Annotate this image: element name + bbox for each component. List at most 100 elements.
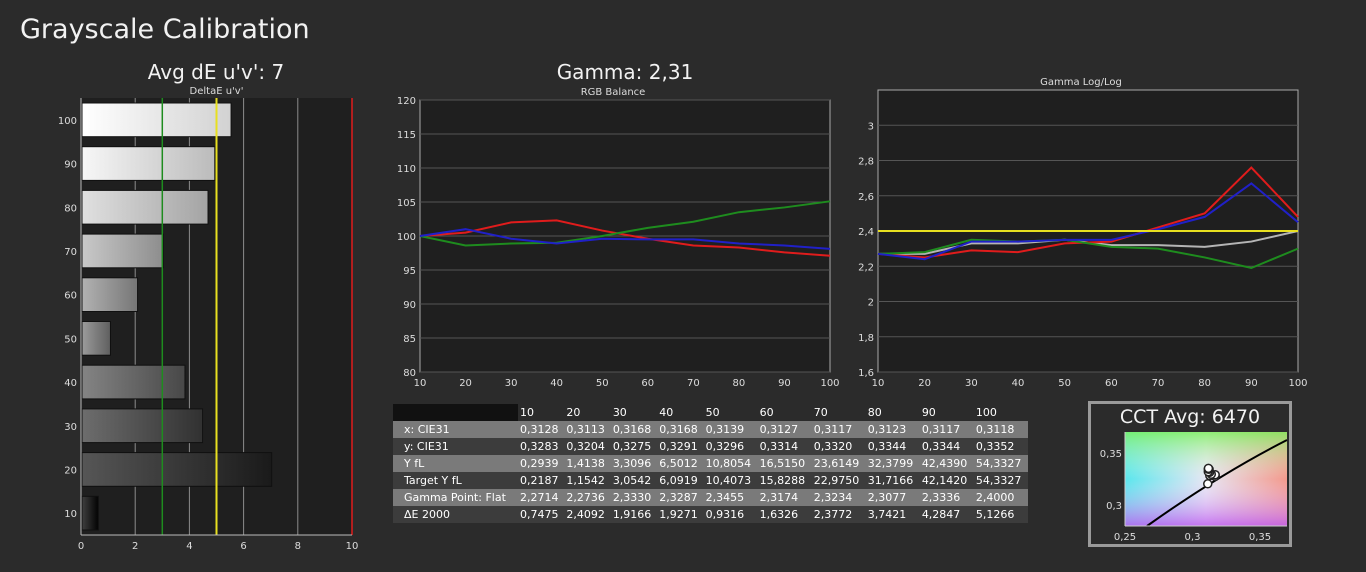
rgb-balance-subtitle: RGB Balance (581, 87, 646, 98)
table-cell: 0,3113 (566, 423, 605, 436)
x-tick-label: 90 (1245, 378, 1258, 388)
y-tick-label: 115 (397, 130, 416, 141)
table-cell: 0,3320 (813, 440, 853, 453)
table-row-label: ΔE 2000 (404, 508, 450, 521)
table-cell: 2,4092 (566, 508, 605, 521)
table-cell: 23,6149 (813, 457, 860, 470)
table-cell: 3,0542 (612, 474, 652, 487)
deltae-bar (81, 408, 204, 444)
rgb-balance-chart: RGB Balance 80 85 90 95 100 105 110 115 120 10 20 30… (397, 87, 840, 389)
table-cell: 6,5012 (659, 457, 698, 470)
table-cell: 0,3117 (813, 423, 853, 436)
table-cell: 2,2736 (566, 491, 605, 504)
table-header-cell: 60 (759, 406, 774, 419)
deltae-bar (81, 321, 111, 356)
table-cell: 1,1542 (566, 474, 605, 487)
y-tick-label: 2 (868, 298, 874, 309)
y-tick-label: 100 (397, 232, 416, 243)
deltae-bar (81, 364, 186, 400)
table-header-cell: 90 (921, 406, 936, 419)
x-tick-label: 0 (78, 541, 84, 552)
table-cell: 0,3275 (612, 440, 652, 453)
x-tick-label: 8 (295, 541, 301, 552)
rgb-series-green (419, 200, 831, 247)
table-row-label: y: CIE31 (404, 440, 449, 453)
x-tick-label: 2 (132, 541, 138, 552)
table-cell: 2,4000 (975, 491, 1015, 504)
x-tick-label: 30 (505, 378, 518, 389)
y-tick-label: 2,8 (858, 157, 874, 168)
table-cell: 0,3344 (867, 440, 907, 453)
y-tick-label: 20 (64, 465, 77, 476)
deltae-bar (81, 495, 99, 531)
table-cell: 2,3234 (813, 491, 853, 504)
y-tick-label: 0,35 (1100, 449, 1122, 460)
table-cell: 0,3123 (867, 423, 907, 436)
y-tick-label: 1,8 (858, 333, 874, 344)
cct-title: CCT Avg: 6470 (1119, 406, 1261, 428)
table-cell: 0,3283 (520, 440, 559, 453)
table-cell: 2,3455 (705, 491, 745, 504)
y-tick-label: 60 (64, 291, 77, 302)
deltae-bar (81, 452, 273, 487)
table-row: Gamma Point: Flat 2,2714 2,2736 2,3330 2,328… (393, 489, 1028, 506)
y-tick-label: 0,3 (1106, 501, 1122, 512)
x-tick-label: 80 (1198, 378, 1211, 388)
rgb-series-blue (419, 228, 831, 250)
y-tick-label: 30 (64, 422, 77, 433)
y-tick-label: 2,2 (858, 262, 874, 273)
deltae-bar (81, 233, 164, 269)
y-tick-label: 120 (397, 96, 416, 107)
gamma-series-green (877, 238, 1299, 270)
y-tick-label: 2,4 (858, 227, 874, 238)
table-header-cell: 100 (975, 406, 997, 419)
table-row: Y fL 0,2939 1,4138 3,3096 6,5012 10,8054 16,51… (393, 455, 1028, 472)
cie-chromaticity-chart: 0,25 0,3 0,35 0,3 0,35 (1100, 432, 1288, 543)
table-row-label: Y fL (404, 457, 425, 470)
table-row: x: CIE31 0,3128 0,3113 0,3168 0,3168 0,3139 0,… (393, 421, 1028, 438)
table-cell: 0,9316 (705, 508, 745, 521)
table-cell: 54,3327 (975, 457, 1022, 470)
table-cell: 0,3127 (759, 423, 799, 436)
table-cell: 6,0919 (659, 474, 698, 487)
y-tick-label: 100 (58, 116, 77, 127)
table-cell: 0,3204 (566, 440, 605, 453)
table-cell: 1,9271 (659, 508, 698, 521)
table-cell: 4,2847 (921, 508, 961, 521)
x-tick-label: 10 (414, 378, 427, 389)
measurement-point (1203, 463, 1214, 474)
y-tick-label: 2,6 (858, 192, 874, 203)
deltae-bar (81, 102, 232, 138)
y-tick-label: 10 (64, 509, 77, 520)
gamma-loglog-chart: Gamma Log/Log 1,6 1,8 2 2,2 2,4 2,6 2,8 3 10 20 30 4… (858, 77, 1307, 388)
table-cell: 0,3118 (975, 423, 1015, 436)
x-tick-label: 50 (1058, 378, 1071, 388)
x-tick-label: 60 (641, 378, 654, 389)
x-tick-label: 50 (596, 378, 609, 389)
table-cell: 42,1420 (921, 474, 968, 487)
x-tick-label: 10 (872, 378, 885, 388)
y-tick-label: 110 (397, 164, 416, 175)
table-cell: 1,9166 (612, 508, 652, 521)
x-tick-label: 0,3 (1185, 532, 1201, 543)
cie-overlay (1125, 432, 1287, 526)
y-tick-label: 85 (403, 334, 416, 345)
table-row-label: Target Y fL (404, 474, 462, 487)
deltae-bar-chart: DeltaE u'v' 0 2 4 6 8 10 100 90 80 70 60 50 40 30 20 10 (58, 86, 359, 552)
x-tick-label: 10 (346, 541, 359, 552)
gamma-chart-title: Gamma: 2,31 (556, 60, 694, 84)
table-cell: 2,3336 (921, 491, 961, 504)
y-tick-label: 105 (397, 198, 416, 209)
table-cell: 10,4073 (705, 474, 752, 487)
y-tick-label: 80 (64, 203, 77, 214)
table-cell: 0,3168 (659, 423, 698, 436)
table-cell: 54,3327 (975, 474, 1022, 487)
x-tick-label: 0,25 (1114, 532, 1136, 543)
deltae-bar (81, 189, 209, 225)
x-tick-label: 20 (918, 378, 931, 388)
table-cell: 0,3117 (921, 423, 961, 436)
x-tick-label: 70 (687, 378, 700, 389)
rgb-series-red (419, 219, 831, 257)
table-cell: 0,3352 (975, 440, 1015, 453)
deltae-subtitle: DeltaE u'v' (190, 86, 244, 97)
